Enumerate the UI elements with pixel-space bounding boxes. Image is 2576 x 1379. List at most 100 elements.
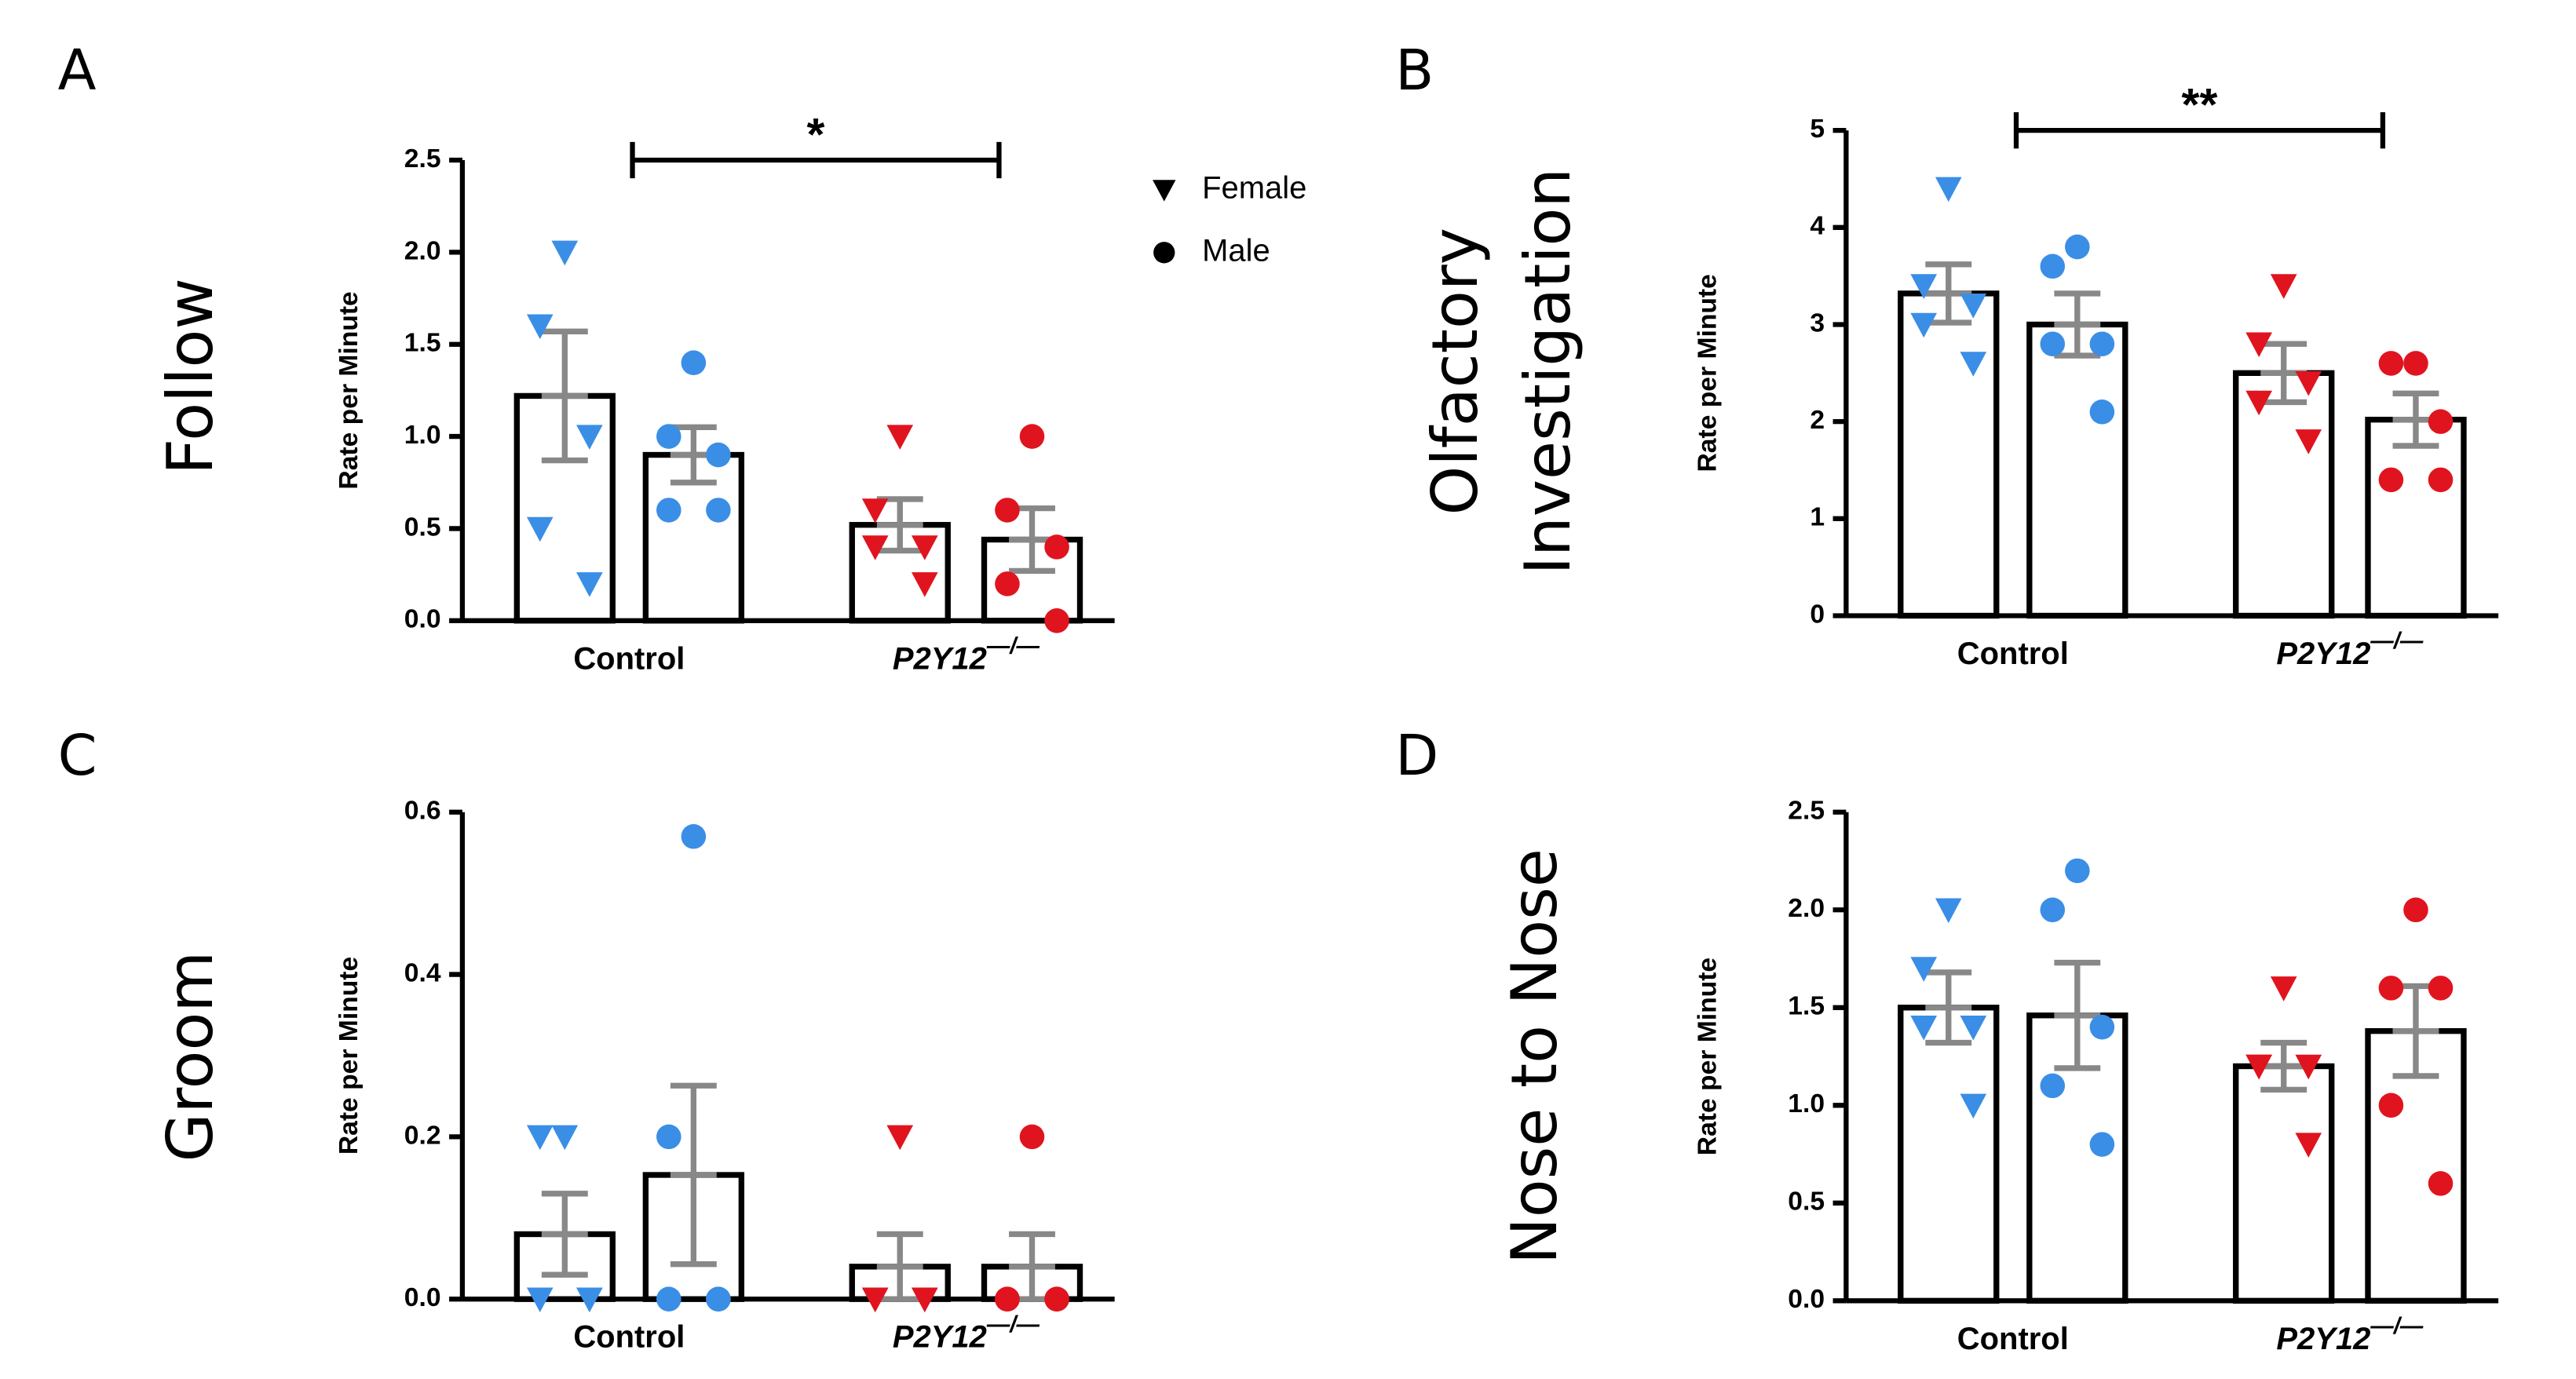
point	[576, 425, 603, 450]
point	[526, 314, 554, 340]
panel-letter: C	[58, 723, 97, 788]
point	[2428, 409, 2454, 434]
point	[2378, 351, 2404, 376]
point	[1019, 424, 1045, 449]
point	[656, 424, 681, 449]
significance-label: **	[2182, 80, 2218, 131]
point	[995, 498, 1020, 523]
point	[2295, 370, 2322, 396]
point	[656, 1286, 681, 1312]
point	[1935, 898, 1962, 924]
y-tick-label: 0	[1810, 600, 1825, 629]
y-tick-label: 0.5	[404, 513, 441, 542]
point	[2245, 1054, 2272, 1080]
point	[2378, 1093, 2404, 1118]
point	[1935, 177, 1962, 202]
point	[2378, 467, 2404, 493]
point	[911, 535, 938, 560]
point	[2040, 331, 2066, 356]
point	[576, 572, 603, 597]
panel-title: Nose to Nose	[1498, 848, 1571, 1264]
x-tick-label: P2Y12—/—	[2276, 1313, 2424, 1356]
point	[995, 571, 1020, 596]
point	[1019, 1124, 1045, 1150]
point	[861, 1287, 889, 1313]
y-tick-label: 2.5	[1788, 797, 1825, 826]
panel-title: Groom	[154, 951, 227, 1162]
point	[1910, 957, 1938, 982]
point	[706, 1286, 731, 1312]
point	[681, 824, 707, 849]
point	[576, 1287, 603, 1313]
panel-title: Follow	[154, 278, 227, 475]
y-tick-label: 5	[1810, 115, 1825, 144]
point	[656, 1124, 681, 1150]
point	[2040, 1073, 2066, 1099]
category-name: P2Y12	[2276, 1321, 2370, 1355]
legend-label: Female	[1202, 170, 1306, 205]
point	[886, 425, 914, 450]
legend-label: Male	[1202, 233, 1270, 268]
point	[886, 1125, 914, 1151]
point	[2040, 897, 2066, 923]
x-tick-label: Control	[1957, 1321, 2069, 1355]
point	[2295, 1054, 2322, 1080]
category-name: Control	[1957, 637, 2069, 671]
y-tick-label: 1.0	[404, 421, 441, 450]
category-name: P2Y12	[893, 641, 987, 676]
y-axis-label: Rate per Minute	[334, 291, 364, 489]
y-tick-label: 1.0	[1788, 1089, 1825, 1118]
point	[2089, 1132, 2115, 1157]
point	[2403, 351, 2428, 376]
point	[526, 1125, 554, 1151]
y-axis-label: Rate per Minute	[334, 957, 364, 1155]
point	[2295, 429, 2322, 454]
category-name: Control	[1957, 1321, 2069, 1355]
panel-letter: B	[1395, 38, 1434, 103]
point	[911, 572, 938, 597]
x-tick-label: Control	[1957, 637, 2069, 671]
point	[2403, 897, 2428, 923]
bar	[2233, 1063, 2335, 1304]
y-axis-label: Rate per Minute	[1694, 274, 1723, 472]
y-tick-label: 1	[1810, 503, 1825, 532]
x-tick-label: Control	[573, 1319, 685, 1354]
bar	[642, 451, 745, 624]
point	[681, 350, 707, 375]
point	[1960, 1093, 1987, 1119]
point	[1960, 294, 1987, 319]
y-tick-label: 0.6	[404, 797, 441, 826]
panel-letter: A	[58, 38, 97, 103]
point	[2270, 274, 2297, 299]
point	[861, 498, 889, 524]
point	[2040, 254, 2066, 279]
point	[2089, 399, 2115, 425]
point	[911, 1287, 938, 1313]
category-name: Control	[573, 641, 685, 676]
point	[2428, 467, 2454, 493]
legend-marker	[1153, 180, 1176, 202]
category-name: P2Y12	[893, 1319, 987, 1354]
y-tick-label: 1.5	[404, 329, 441, 358]
y-tick-label: 2.5	[404, 144, 441, 173]
point	[2065, 234, 2090, 260]
legend-marker	[1153, 242, 1175, 264]
x-tick-label: P2Y12—/—	[893, 1312, 1040, 1355]
point	[1960, 1015, 1987, 1041]
x-tick-label: P2Y12—/—	[893, 633, 1040, 676]
point	[2428, 976, 2454, 1001]
point	[551, 1125, 579, 1151]
y-tick-label: 0.0	[404, 605, 441, 634]
y-tick-label: 2	[1810, 406, 1825, 435]
bar	[1898, 290, 2000, 619]
y-tick-label: 2.0	[1788, 894, 1825, 923]
y-tick-label: 0.0	[404, 1283, 441, 1312]
panel-letter: D	[1395, 723, 1438, 788]
category-name: P2Y12	[2276, 637, 2370, 671]
point	[2065, 858, 2090, 884]
panel-title: Olfactory	[1419, 228, 1492, 515]
point	[2428, 1171, 2454, 1196]
bar	[2365, 416, 2467, 619]
category-superscript: —/—	[986, 1312, 1040, 1337]
category-superscript: —/—	[2370, 1313, 2424, 1339]
